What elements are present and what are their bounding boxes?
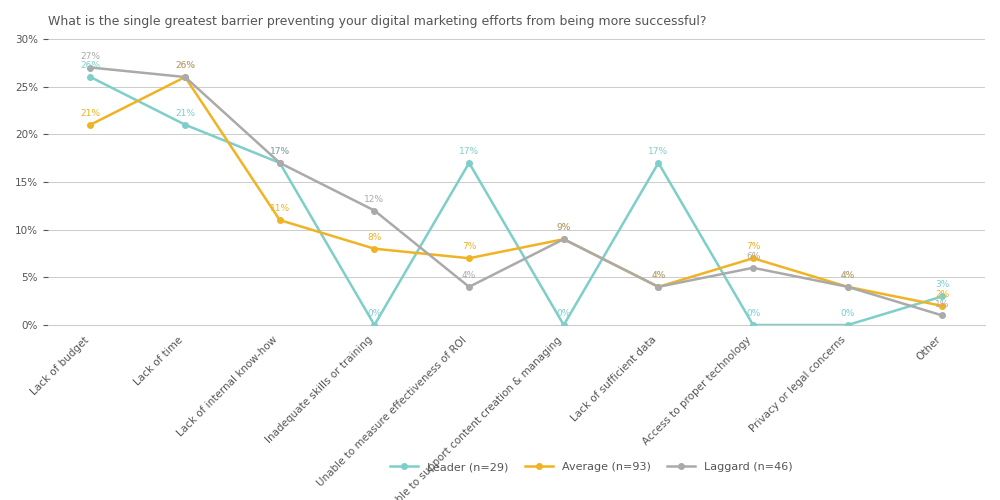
Average (n=93): [368, 246, 380, 252]
Laggard (n=46): [274, 160, 286, 166]
Line: Laggard (n=46): Laggard (n=46): [88, 64, 945, 318]
Text: What is the single greatest barrier preventing your digital marketing efforts fr: What is the single greatest barrier prev…: [48, 15, 706, 28]
Text: 9%: 9%: [557, 223, 571, 232]
Text: 4%: 4%: [462, 271, 476, 280]
Text: 7%: 7%: [746, 242, 760, 252]
Laggard (n=46): [652, 284, 664, 290]
Leader (n=29): [274, 160, 286, 166]
Text: 12%: 12%: [364, 194, 384, 203]
Laggard (n=46): [368, 208, 380, 214]
Text: 2%: 2%: [935, 290, 950, 299]
Average (n=93): [936, 303, 948, 309]
Average (n=93): [842, 284, 854, 290]
Leader (n=29): [179, 122, 191, 128]
Text: 11%: 11%: [270, 204, 290, 213]
Laggard (n=46): [558, 236, 570, 242]
Laggard (n=46): [463, 284, 475, 290]
Average (n=93): [747, 255, 759, 261]
Text: 4%: 4%: [841, 271, 855, 280]
Legend: Leader (n=29), Average (n=93), Laggard (n=46): Leader (n=29), Average (n=93), Laggard (…: [386, 458, 797, 477]
Average (n=93): [179, 74, 191, 80]
Laggard (n=46): [936, 312, 948, 318]
Text: 7%: 7%: [462, 242, 476, 252]
Laggard (n=46): [747, 265, 759, 271]
Average (n=93): [558, 236, 570, 242]
Text: 17%: 17%: [648, 147, 668, 156]
Text: 0%: 0%: [841, 309, 855, 318]
Text: 0%: 0%: [746, 309, 760, 318]
Average (n=93): [84, 122, 96, 128]
Text: 4%: 4%: [651, 271, 666, 280]
Leader (n=29): [842, 322, 854, 328]
Text: 21%: 21%: [80, 109, 100, 118]
Leader (n=29): [936, 294, 948, 300]
Text: 17%: 17%: [459, 147, 479, 156]
Text: 1%: 1%: [935, 300, 950, 308]
Average (n=93): [274, 217, 286, 223]
Text: 6%: 6%: [746, 252, 760, 261]
Text: 0%: 0%: [367, 309, 382, 318]
Laggard (n=46): [84, 64, 96, 70]
Text: 21%: 21%: [175, 109, 195, 118]
Text: 8%: 8%: [367, 233, 382, 242]
Text: 17%: 17%: [270, 147, 290, 156]
Text: 4%: 4%: [651, 271, 666, 280]
Leader (n=29): [368, 322, 380, 328]
Leader (n=29): [652, 160, 664, 166]
Text: 0%: 0%: [557, 309, 571, 318]
Leader (n=29): [84, 74, 96, 80]
Laggard (n=46): [842, 284, 854, 290]
Leader (n=29): [747, 322, 759, 328]
Line: Average (n=93): Average (n=93): [88, 74, 945, 308]
Text: 27%: 27%: [80, 52, 100, 60]
Text: 26%: 26%: [80, 61, 100, 70]
Text: 17%: 17%: [270, 147, 290, 156]
Average (n=93): [652, 284, 664, 290]
Text: 26%: 26%: [175, 61, 195, 70]
Leader (n=29): [558, 322, 570, 328]
Text: 9%: 9%: [557, 223, 571, 232]
Text: 3%: 3%: [935, 280, 950, 289]
Text: 4%: 4%: [841, 271, 855, 280]
Line: Leader (n=29): Leader (n=29): [88, 74, 945, 328]
Average (n=93): [463, 255, 475, 261]
Laggard (n=46): [179, 74, 191, 80]
Leader (n=29): [463, 160, 475, 166]
Text: 26%: 26%: [175, 61, 195, 70]
